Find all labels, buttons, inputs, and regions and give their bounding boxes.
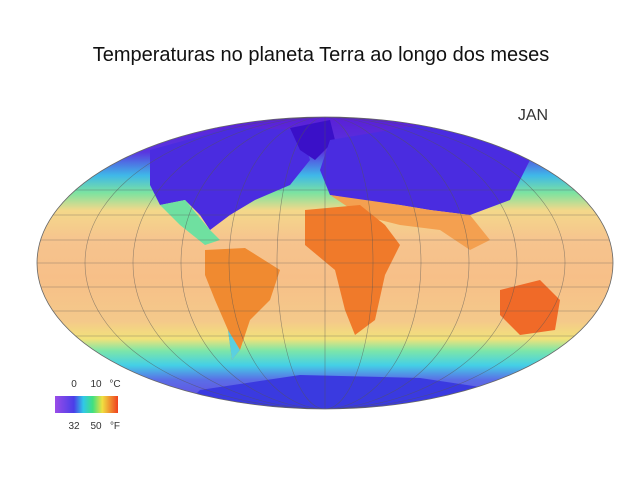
- fahrenheit-label: 50: [90, 421, 102, 432]
- legend: 0 10 °C 32 50 °F: [55, 379, 121, 432]
- color-bar: [55, 396, 118, 413]
- celsius-label: 10: [90, 379, 102, 390]
- fahrenheit-label: 32: [68, 421, 80, 432]
- month-label: JAN: [518, 107, 548, 124]
- celsius-label: 0: [71, 379, 77, 390]
- title: Temperaturas no planeta Terra ao longo d…: [93, 44, 550, 66]
- map-outline: [36, 116, 614, 410]
- fahrenheit-unit: °F: [110, 421, 120, 432]
- celsius-unit: °C: [109, 379, 120, 390]
- graticule: [37, 117, 613, 409]
